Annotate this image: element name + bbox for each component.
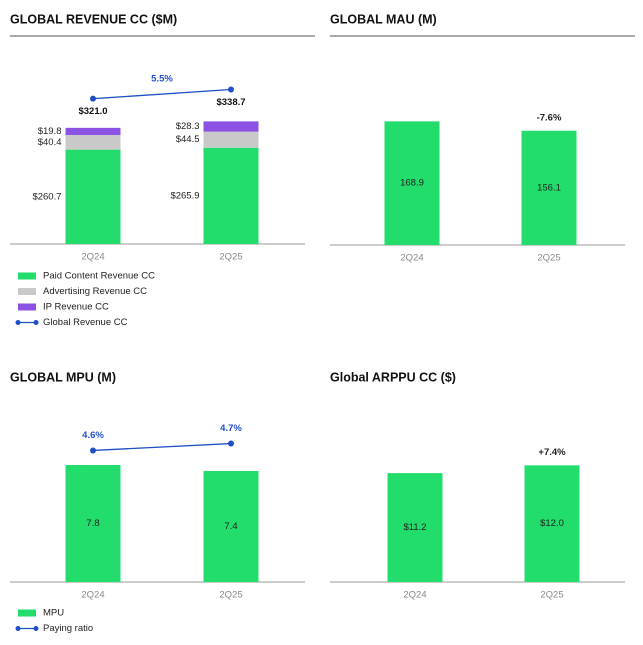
bar — [203, 121, 259, 132]
x-tick-label: 2Q25 — [219, 252, 242, 263]
legend-dot — [15, 626, 21, 631]
value-label: $44.5 — [176, 134, 200, 145]
value-label: 156.1 — [537, 182, 561, 193]
bar — [524, 465, 580, 582]
legend-label: IP Revenue CC — [43, 302, 109, 313]
legend-swatch — [18, 303, 36, 311]
legend-dot — [33, 320, 39, 325]
x-tick-label: 2Q25 — [537, 253, 560, 264]
bar — [384, 121, 440, 245]
line — [92, 442, 232, 452]
bar — [387, 473, 443, 582]
x-tick-label: 2Q25 — [219, 590, 242, 601]
legend-swatch — [18, 272, 36, 280]
legend-dot — [15, 320, 21, 325]
bar — [521, 130, 577, 245]
chart-title: GLOBAL MPU (M) — [10, 370, 116, 384]
chart-title: GLOBAL REVENUE CC ($M) — [10, 12, 177, 26]
line-label: $338.7 — [216, 97, 245, 108]
line-label: 4.6% — [82, 430, 104, 441]
legend-label: Advertising Revenue CC — [43, 286, 147, 297]
legend-label: MPU — [43, 608, 64, 619]
line-point — [228, 440, 234, 447]
bar — [203, 147, 259, 244]
value-label: $11.2 — [403, 522, 426, 533]
value-label: 7.8 — [86, 518, 99, 529]
value-label: 7.4 — [224, 521, 237, 532]
legend-dot — [33, 626, 39, 631]
line-label: 4.7% — [220, 423, 242, 434]
bar — [65, 127, 121, 136]
bar — [203, 471, 259, 582]
value-label: $265.9 — [170, 190, 199, 201]
value-label: 168.9 — [400, 178, 424, 189]
legend-swatch — [18, 288, 36, 295]
value-label: $12.0 — [540, 518, 564, 529]
x-tick-label: 2Q24 — [400, 253, 423, 264]
bar — [65, 149, 121, 244]
legend-label: Paid Content Revenue CC — [43, 271, 155, 282]
x-tick-label: 2Q25 — [540, 590, 563, 601]
x-tick-label: 2Q24 — [81, 590, 104, 601]
bar — [65, 465, 121, 582]
value-label: $40.4 — [38, 137, 62, 148]
annotation: 5.5% — [151, 74, 173, 85]
annotation: +7.4% — [538, 447, 566, 458]
x-tick-label: 2Q24 — [81, 252, 104, 263]
line-point — [90, 447, 96, 454]
legend-swatch — [18, 609, 36, 617]
legend-label: Global Revenue CC — [43, 317, 128, 328]
line-point — [228, 86, 234, 93]
line-point — [90, 95, 96, 102]
chart-title: Global ARPPU CC ($) — [330, 370, 456, 384]
line — [92, 88, 232, 100]
bar — [203, 131, 259, 148]
legend-label: Paying ratio — [43, 623, 93, 634]
value-label: $260.7 — [32, 191, 61, 202]
x-tick-label: 2Q24 — [403, 590, 426, 601]
annotation: -7.6% — [537, 112, 562, 123]
line-label: $321.0 — [78, 106, 107, 117]
bar — [65, 135, 121, 150]
chart-title: GLOBAL MAU (M) — [330, 12, 437, 26]
value-label: $28.3 — [176, 121, 200, 132]
value-label: $19.8 — [38, 126, 62, 137]
